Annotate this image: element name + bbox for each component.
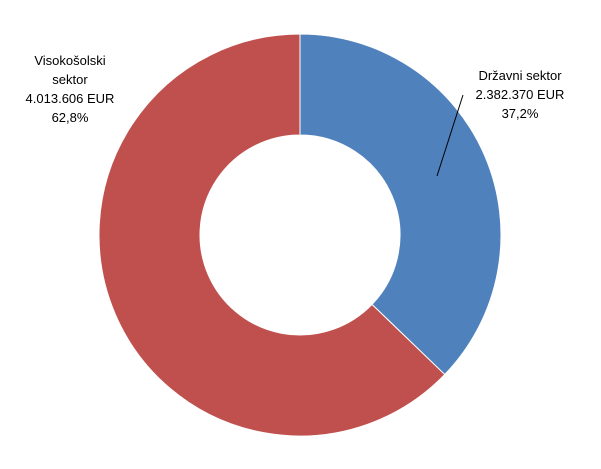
category-label: Državni sektor	[478, 68, 562, 83]
percent-label: 37,2%	[501, 106, 539, 121]
leader-line	[436, 94, 464, 177]
amount-label: 2.382.370 EUR	[475, 87, 565, 102]
amount-label: 4.013.606 EUR	[25, 91, 115, 106]
percent-label: 62,8%	[51, 110, 89, 125]
category-label: Visokošolski sektor	[34, 53, 106, 87]
donut-slice	[299, 33, 502, 376]
donut-slice	[98, 33, 446, 437]
slice-label: Visokošolski sektor 4.013.606 EUR 62,8%	[18, 51, 122, 127]
slice-label: Državni sektor 2.382.370 EUR 37,2%	[455, 66, 585, 123]
